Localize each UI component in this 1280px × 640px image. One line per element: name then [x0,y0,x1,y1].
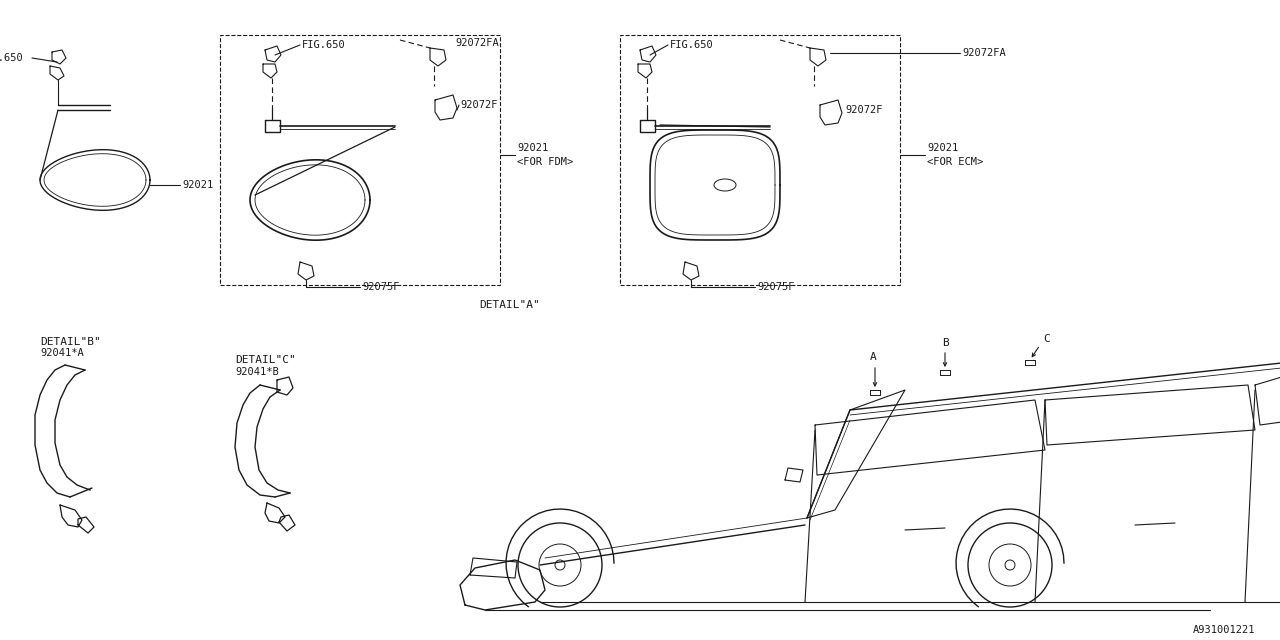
Text: DETAIL"B": DETAIL"B" [40,337,101,347]
Text: 92075F: 92075F [756,282,795,292]
Text: FIG.650: FIG.650 [0,53,24,63]
Text: DETAIL"A": DETAIL"A" [480,300,540,310]
Text: FIG.650: FIG.650 [302,40,346,50]
Text: 92075F: 92075F [362,282,399,292]
Text: FIG.650: FIG.650 [669,40,714,50]
Text: 92072F: 92072F [845,105,882,115]
Text: 92021: 92021 [182,180,214,190]
Text: 92072F: 92072F [460,100,498,110]
Text: <FOR ECM>: <FOR ECM> [927,157,983,167]
Text: C: C [1043,334,1050,344]
Bar [620,35,900,285]
Text: 92072FA: 92072FA [963,48,1006,58]
Text: 92072FA: 92072FA [454,38,499,48]
Text: 92041*B: 92041*B [236,367,279,377]
Text: A931001221: A931001221 [1193,625,1254,635]
Text: A: A [870,352,877,362]
Text: 92041*A: 92041*A [40,348,83,358]
Text: DETAIL"C": DETAIL"C" [236,355,296,365]
Text: 92021: 92021 [927,143,959,153]
Text: <FOR FDM>: <FOR FDM> [517,157,573,167]
Bar [220,35,500,285]
Text: B: B [942,338,948,348]
Text: 92021: 92021 [517,143,548,153]
